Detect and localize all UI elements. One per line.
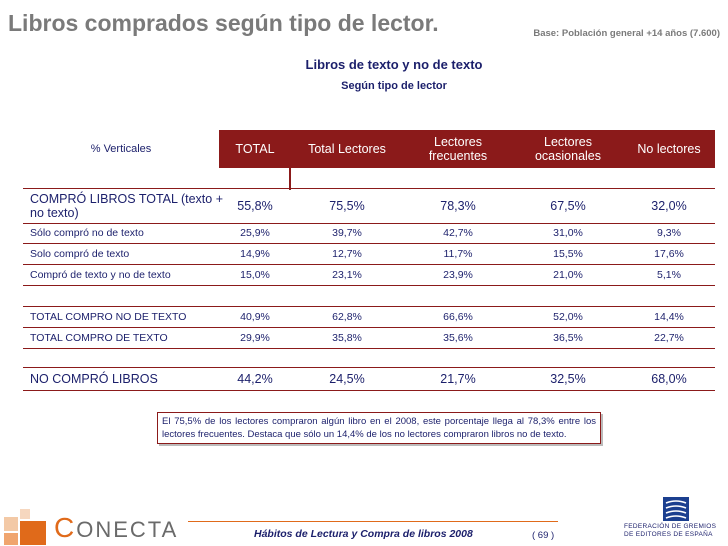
conecta-logo-icon bbox=[4, 509, 46, 545]
cell-value: 5,1% bbox=[657, 269, 681, 281]
cell-value: 11,7% bbox=[443, 248, 473, 260]
cell-value: 42,7% bbox=[443, 227, 473, 239]
cell-value: 36,5% bbox=[553, 332, 583, 344]
cell-value: 21,7% bbox=[440, 372, 476, 386]
table-row: TOTAL COMPRO NO DE TEXTO 40,9% 62,8% 66,… bbox=[23, 307, 715, 328]
cell-value: 14,9% bbox=[240, 248, 270, 260]
cell-value: 22,7% bbox=[654, 332, 684, 344]
federation-name: FEDERACIÓN DE GREMIOS DE EDITORES DE ESP… bbox=[624, 523, 728, 538]
row-label: Solo compró de texto bbox=[30, 248, 130, 260]
cell-value: 35,8% bbox=[332, 332, 362, 344]
federation-line: FEDERACIÓN DE GREMIOS bbox=[624, 523, 717, 530]
col-header-total: TOTAL bbox=[219, 130, 291, 168]
column-divider bbox=[289, 168, 291, 190]
table-subtitle: Según tipo de lector bbox=[341, 80, 447, 92]
cell-value: 23,1% bbox=[332, 269, 362, 281]
cell-value: 40,9% bbox=[240, 311, 270, 323]
table-row: NO COMPRÓ LIBROS 44,2% 24,5% 21,7% 32,5%… bbox=[23, 368, 715, 391]
cell-value: 62,8% bbox=[332, 311, 362, 323]
col-header-ocasionales: Lectores ocasionales bbox=[513, 130, 623, 168]
cell-value: 31,0% bbox=[553, 227, 583, 239]
table-row: TOTAL COMPRO DE TEXTO 29,9% 35,8% 35,6% … bbox=[23, 328, 715, 349]
row-label: TOTAL COMPRO NO DE TEXTO bbox=[30, 311, 187, 323]
spacer-row bbox=[23, 349, 715, 368]
row-label: Compró de texto y no de texto bbox=[30, 269, 171, 281]
row-label: COMPRÓ LIBROS TOTAL (texto + no texto) bbox=[30, 192, 223, 220]
conecta-logo: CONECTA bbox=[54, 512, 178, 544]
cell-value: 78,3% bbox=[440, 199, 476, 213]
federation-logo-icon bbox=[663, 497, 689, 521]
cell-value: 23,9% bbox=[443, 269, 473, 281]
table-row: COMPRÓ LIBROS TOTAL (texto + no texto) 5… bbox=[23, 188, 715, 224]
conecta-logo-rest: ONECTA bbox=[76, 517, 179, 542]
cell-value: 14,4% bbox=[654, 311, 684, 323]
cell-value: 25,9% bbox=[240, 227, 270, 239]
cell-value: 9,3% bbox=[657, 227, 681, 239]
spacer-row bbox=[23, 286, 715, 307]
conecta-logo-initial: C bbox=[54, 512, 77, 543]
page-title: Libros comprados según tipo de lector. bbox=[8, 10, 439, 36]
cell-value: 15,5% bbox=[553, 248, 583, 260]
cell-value: 66,6% bbox=[443, 311, 473, 323]
table-row: Compró de texto y no de texto 15,0% 23,1… bbox=[23, 265, 715, 286]
col-header-frecuentes: Lectores frecuentes bbox=[403, 130, 513, 168]
col-header-no-lectores: No lectores bbox=[623, 130, 715, 168]
page-number: ( 69 ) bbox=[532, 530, 555, 541]
cell-value: 21,0% bbox=[553, 269, 583, 281]
results-table: % Verticales TOTAL Total Lectores Lector… bbox=[23, 130, 715, 391]
cell-value: 35,6% bbox=[443, 332, 473, 344]
corner-label: % Verticales bbox=[23, 130, 219, 168]
base-note: Base: Población general +14 años (7.600) bbox=[533, 28, 720, 39]
cell-value: 44,2% bbox=[237, 372, 273, 386]
table-row: Solo compró de texto 14,9% 12,7% 11,7% 1… bbox=[23, 244, 715, 265]
footer-divider bbox=[188, 521, 558, 522]
table-row: Sólo compró no de texto 25,9% 39,7% 42,7… bbox=[23, 223, 715, 244]
cell-value: 32,5% bbox=[550, 372, 586, 386]
cell-value: 12,7% bbox=[332, 248, 362, 260]
cell-value: 29,9% bbox=[240, 332, 270, 344]
row-label: NO COMPRÓ LIBROS bbox=[30, 372, 158, 386]
cell-value: 68,0% bbox=[651, 372, 687, 386]
cell-value: 52,0% bbox=[553, 311, 583, 323]
row-label: TOTAL COMPRO DE TEXTO bbox=[30, 332, 168, 344]
col-header-total-lectores: Total Lectores bbox=[291, 130, 403, 168]
cell-value: 32,0% bbox=[651, 199, 687, 213]
cell-value: 17,6% bbox=[654, 248, 684, 260]
commentary-box: El 75,5% de los lectores compraron algún… bbox=[157, 412, 601, 444]
table-title: Libros de texto y no de texto bbox=[305, 57, 483, 72]
cell-value: 24,5% bbox=[329, 372, 365, 386]
cell-value: 39,7% bbox=[332, 227, 362, 239]
cell-value: 75,5% bbox=[329, 199, 365, 213]
cell-value: 67,5% bbox=[550, 199, 586, 213]
cell-value: 55,8% bbox=[237, 199, 273, 213]
cell-value: 15,0% bbox=[240, 269, 270, 281]
federation-line: DE EDITORES DE ESPAÑA bbox=[624, 530, 713, 538]
row-label: Sólo compró no de texto bbox=[30, 227, 144, 239]
study-title: Hábitos de Lectura y Compra de libros 20… bbox=[254, 528, 473, 540]
